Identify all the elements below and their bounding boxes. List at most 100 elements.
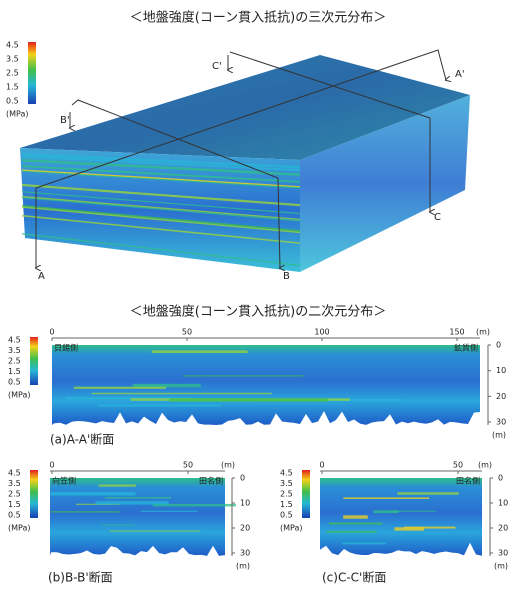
stratum <box>21 165 301 183</box>
section-label: A <box>38 271 45 282</box>
colorbar-label: 3.5 <box>8 346 21 355</box>
colorbar-unit: (MPa) <box>8 524 31 533</box>
y-tick-label: 30 <box>240 549 250 558</box>
x-unit: (m) <box>221 461 235 470</box>
side-label: 向笠側 <box>52 476 76 486</box>
colorbar <box>30 337 38 385</box>
section-label: C <box>434 212 441 223</box>
stratum <box>140 510 198 512</box>
stratum <box>21 169 301 188</box>
colorbar <box>30 470 38 518</box>
x-tick-label: 150 <box>449 328 464 337</box>
stratum <box>169 398 329 402</box>
colorbar-label: 3.5 <box>6 55 19 64</box>
y-tick-label: 10 <box>498 499 508 508</box>
title: ＜地盤強度(コーン貫入抵抗)の三次元分布＞ <box>130 10 387 26</box>
title: ＜地盤強度(コーン貫入抵抗)の二次元分布＞ <box>130 304 387 320</box>
y-tick-label: 10 <box>496 366 506 375</box>
section-label: C' <box>212 61 222 72</box>
colorbar-label: 2.5 <box>280 490 293 499</box>
colorbar-unit: (MPa) <box>6 110 29 119</box>
stratum <box>50 492 136 496</box>
heatmap <box>52 345 480 425</box>
heatmap <box>50 478 225 556</box>
colorbar-label: 4.5 <box>8 469 21 478</box>
colorbar-label: 1.5 <box>8 367 21 376</box>
stratum <box>373 510 399 514</box>
section-label: A' <box>455 69 465 80</box>
y-unit: (m) <box>494 562 508 571</box>
y-tick-label: 30 <box>498 549 508 558</box>
stratum <box>343 515 368 519</box>
side-label: 田名側 <box>456 476 480 486</box>
colorbar-label: 3.5 <box>8 479 21 488</box>
stratum <box>21 183 301 207</box>
y-tick-label: 0 <box>496 341 501 350</box>
side-face <box>300 95 470 272</box>
stratum <box>109 530 201 532</box>
y-tick-label: 0 <box>498 474 503 483</box>
stratum <box>50 511 121 513</box>
stratum <box>182 375 304 377</box>
section-label: B <box>283 271 290 282</box>
stratum <box>98 484 136 487</box>
stratum <box>326 530 377 533</box>
colorbar-label: 0.5 <box>8 511 21 520</box>
stratum <box>151 350 248 354</box>
colorbar <box>302 470 310 518</box>
top-face <box>20 55 470 160</box>
y-tick-label: 20 <box>496 392 506 401</box>
y-tick-label: 20 <box>498 524 508 533</box>
x-tick-label: 0 <box>49 328 54 337</box>
stratum <box>343 497 430 499</box>
stratum <box>152 503 236 507</box>
stratum <box>21 205 301 232</box>
colorbar-unit: (MPa) <box>280 524 303 533</box>
stratum <box>21 214 301 244</box>
y-unit: (m) <box>492 431 506 440</box>
colorbar-label: 1.5 <box>8 500 21 509</box>
section-label: B' <box>60 115 70 126</box>
y-tick-label: 30 <box>496 418 506 427</box>
stratum <box>21 195 301 221</box>
stratum <box>21 191 301 215</box>
colorbar-label: 0.5 <box>6 97 19 106</box>
stratum <box>73 386 166 389</box>
x-tick-label: 50 <box>183 461 193 470</box>
colorbar-label: 0.5 <box>8 378 21 387</box>
colorbar-unit: (MPa) <box>8 391 31 400</box>
colorbar-label: 4.5 <box>280 469 293 478</box>
stratum <box>342 542 387 545</box>
colorbar-label: 1.5 <box>6 83 19 92</box>
y-tick-label: 0 <box>240 474 245 483</box>
colorbar-label: 1.5 <box>280 500 293 509</box>
stratum <box>394 527 425 531</box>
x-unit: (m) <box>478 461 492 470</box>
side-label: 貝錫側 <box>54 343 78 353</box>
stratum <box>21 153 301 169</box>
stratum <box>21 233 301 267</box>
x-tick-label: 0 <box>319 461 324 470</box>
caption: (b)B-B'断面 <box>48 570 113 585</box>
x-tick-label: 100 <box>314 328 329 337</box>
stratum <box>21 169 301 189</box>
y-tick-label: 10 <box>240 499 250 508</box>
stratum <box>97 404 221 407</box>
block-3d <box>20 55 470 272</box>
colorbar-label: 4.5 <box>8 336 21 345</box>
stratum <box>390 510 436 512</box>
stratum <box>95 501 169 505</box>
colorbar-label: 2.5 <box>8 357 21 366</box>
y-unit: (m) <box>236 562 250 571</box>
stratum <box>21 197 301 222</box>
stratum <box>91 392 272 395</box>
colorbar-label: 2.5 <box>6 69 19 78</box>
colorbar-label: 0.5 <box>280 511 293 520</box>
caption: (c)C-C'断面 <box>322 570 386 585</box>
caption: (a)A-A'断面 <box>50 432 114 447</box>
colorbar <box>28 42 36 104</box>
stratum <box>404 526 456 529</box>
stratum <box>65 397 193 400</box>
stratum <box>21 159 301 176</box>
y-tick-label: 20 <box>240 524 250 533</box>
